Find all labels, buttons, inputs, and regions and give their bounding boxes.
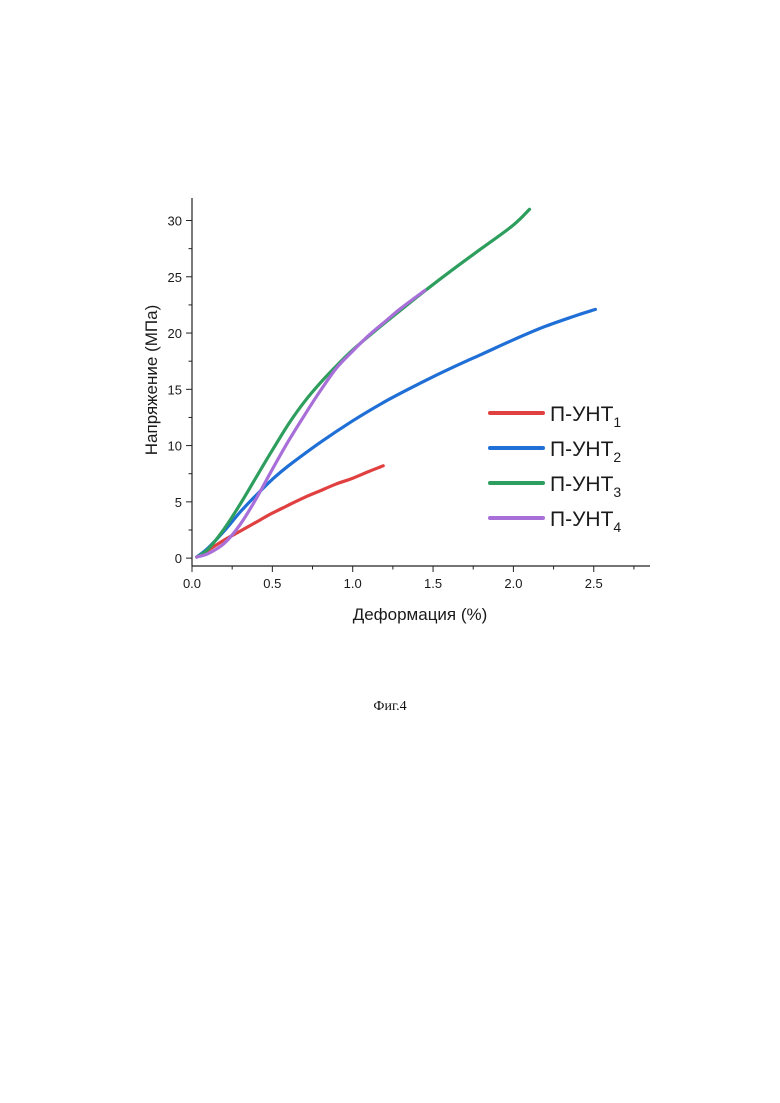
x-tick-label: 1.5 <box>424 576 442 591</box>
y-tick-label: 20 <box>168 326 182 341</box>
legend-label-3: П-УНТ3 <box>550 473 621 500</box>
y-tick-label: 15 <box>168 382 182 397</box>
y-tick-label: 10 <box>168 439 182 454</box>
x-tick-label: 2.0 <box>504 576 522 591</box>
legend-label-1: П-УНТ1 <box>550 403 621 430</box>
series-lines <box>197 209 596 557</box>
x-tick-label: 1.0 <box>344 576 362 591</box>
x-tick-label: 2.5 <box>585 576 603 591</box>
y-tick-label: 25 <box>168 270 182 285</box>
x-tick-label: 0.5 <box>263 576 281 591</box>
legend: П-УНТ1 П-УНТ2 П-УНТ3 П-УНТ4 <box>490 403 621 535</box>
figure-caption: Фиг.4 <box>0 699 780 715</box>
y-tick-label: 30 <box>168 214 182 229</box>
legend-subscript-1: 1 <box>613 414 621 430</box>
legend-subscript-3: 3 <box>613 484 621 500</box>
legend-subscript-4: 4 <box>613 519 621 535</box>
x-axis-title: Деформация (%) <box>353 605 488 624</box>
y-tick-label: 0 <box>175 551 182 566</box>
x-tick-label: 0.0 <box>183 576 201 591</box>
legend-label-2: П-УНТ2 <box>550 438 621 465</box>
y-tick-label: 5 <box>175 495 182 510</box>
y-axis-title: Напряжение (МПа) <box>142 305 161 455</box>
legend-subscript-2: 2 <box>613 449 621 465</box>
legend-label-4: П-УНТ4 <box>550 508 621 535</box>
